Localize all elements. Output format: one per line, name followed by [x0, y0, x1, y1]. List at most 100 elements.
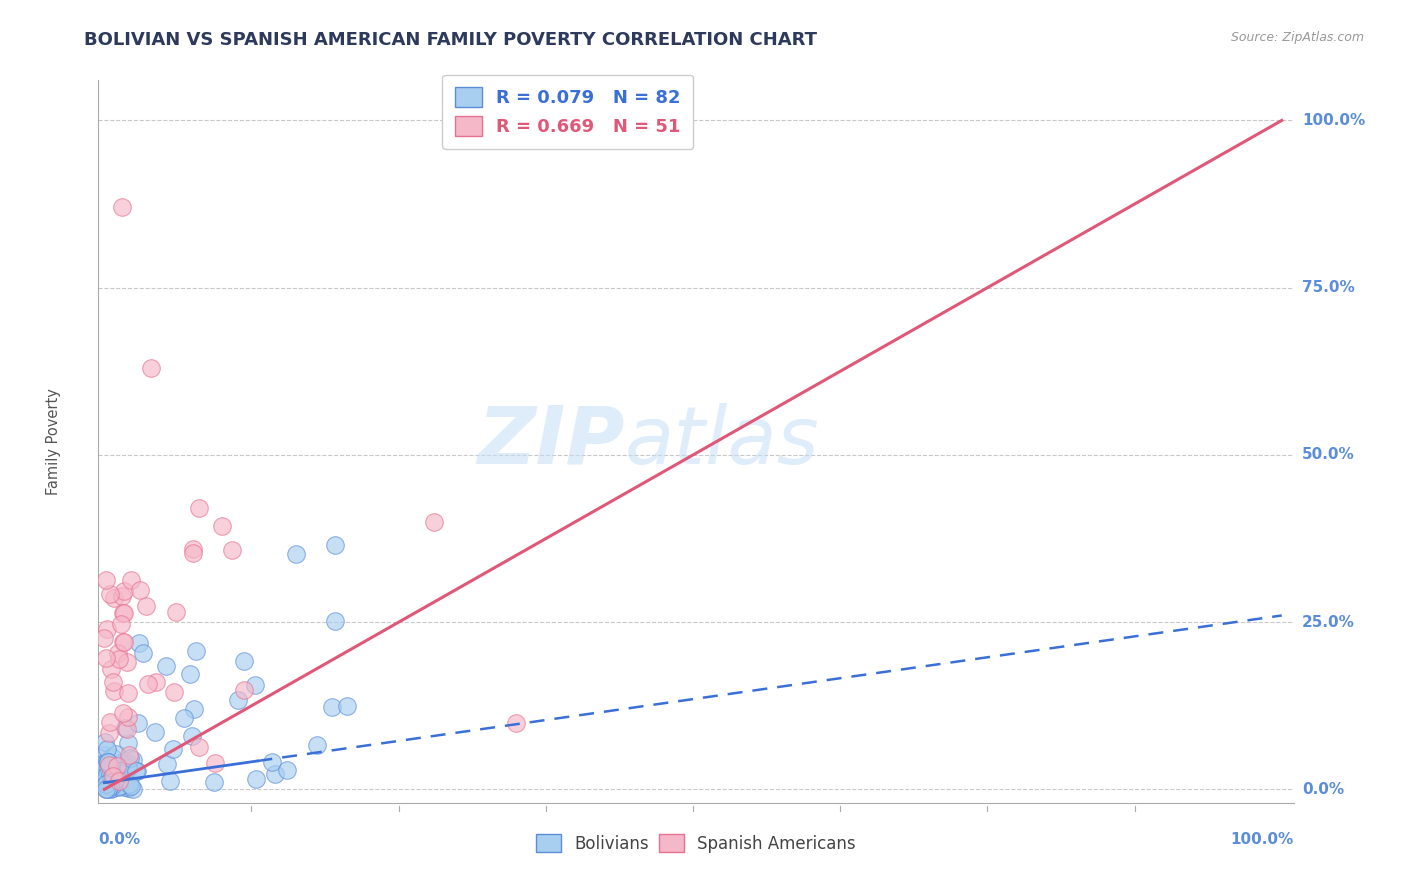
Point — [122, 753, 145, 767]
Point — [155, 659, 177, 673]
Point — [136, 677, 159, 691]
Point — [97, 780, 120, 794]
Point — [323, 537, 346, 551]
Point — [96, 781, 118, 796]
Point — [120, 780, 142, 794]
Point — [117, 756, 139, 771]
Point — [179, 667, 201, 681]
Text: 100.0%: 100.0% — [1302, 113, 1365, 128]
Point — [187, 739, 209, 754]
Point — [97, 781, 120, 796]
Point — [96, 622, 118, 636]
Point — [336, 698, 359, 713]
Point — [96, 755, 118, 769]
Point — [135, 599, 157, 613]
Point — [260, 755, 283, 769]
Point — [307, 739, 329, 753]
Point — [165, 605, 187, 619]
Point — [112, 606, 135, 620]
Point — [118, 751, 141, 765]
Text: 100.0%: 100.0% — [1230, 831, 1294, 847]
Point — [108, 652, 131, 666]
Text: 0.0%: 0.0% — [1302, 782, 1344, 797]
Point — [98, 725, 121, 739]
Point — [96, 769, 118, 783]
Point — [104, 772, 127, 787]
Point — [114, 754, 136, 768]
Point — [245, 772, 267, 787]
Point — [101, 758, 124, 772]
Point — [118, 780, 141, 794]
Point — [111, 706, 134, 720]
Point — [103, 770, 125, 784]
Point — [98, 758, 121, 772]
Point — [186, 643, 208, 657]
Point — [162, 741, 184, 756]
Point — [129, 582, 152, 597]
Point — [94, 777, 117, 791]
Point — [120, 574, 142, 588]
Point — [112, 635, 135, 649]
Point — [110, 756, 132, 770]
Point — [159, 774, 181, 789]
Point — [97, 755, 120, 769]
Point — [423, 515, 446, 529]
Point — [100, 773, 122, 788]
Point — [97, 755, 120, 769]
Point — [111, 589, 134, 603]
Point — [93, 631, 115, 645]
Point — [221, 543, 243, 558]
Point — [101, 781, 124, 796]
Point — [97, 761, 120, 775]
Point — [264, 766, 287, 780]
Point — [93, 756, 115, 770]
Text: 50.0%: 50.0% — [1302, 448, 1354, 462]
Point — [141, 361, 163, 376]
Point — [183, 702, 205, 716]
Point — [118, 777, 141, 791]
Point — [101, 750, 124, 764]
Point — [108, 780, 131, 794]
Point — [104, 772, 127, 786]
Text: 75.0%: 75.0% — [1302, 280, 1354, 295]
Point — [118, 748, 141, 763]
Point — [112, 584, 135, 599]
Point — [94, 782, 117, 797]
Point — [93, 761, 115, 775]
Point — [143, 725, 166, 739]
Point — [94, 735, 117, 749]
Text: Source: ZipAtlas.com: Source: ZipAtlas.com — [1230, 31, 1364, 45]
Point — [101, 769, 124, 783]
Point — [243, 678, 266, 692]
Point — [505, 715, 527, 730]
Point — [107, 647, 129, 661]
Point — [232, 654, 254, 668]
Point — [117, 722, 139, 736]
Point — [103, 591, 125, 606]
Point — [100, 662, 122, 676]
Point — [125, 764, 148, 778]
Point — [98, 780, 121, 794]
Point — [94, 747, 117, 762]
Point — [98, 777, 121, 791]
Point — [127, 715, 149, 730]
Point — [97, 767, 120, 781]
Point — [114, 780, 136, 794]
Point — [103, 683, 125, 698]
Text: 0.0%: 0.0% — [98, 831, 141, 847]
Point — [173, 711, 195, 725]
Point — [156, 756, 179, 771]
Text: BOLIVIAN VS SPANISH AMERICAN FAMILY POVERTY CORRELATION CHART: BOLIVIAN VS SPANISH AMERICAN FAMILY POVE… — [84, 31, 817, 49]
Point — [115, 656, 138, 670]
Point — [111, 201, 134, 215]
Point — [98, 714, 121, 729]
Point — [108, 780, 131, 794]
Point — [321, 700, 343, 714]
Point — [276, 763, 298, 777]
Point — [181, 546, 204, 560]
Point — [98, 778, 121, 792]
Point — [233, 683, 256, 698]
Point — [117, 709, 139, 723]
Point — [117, 736, 139, 750]
Point — [228, 693, 250, 707]
